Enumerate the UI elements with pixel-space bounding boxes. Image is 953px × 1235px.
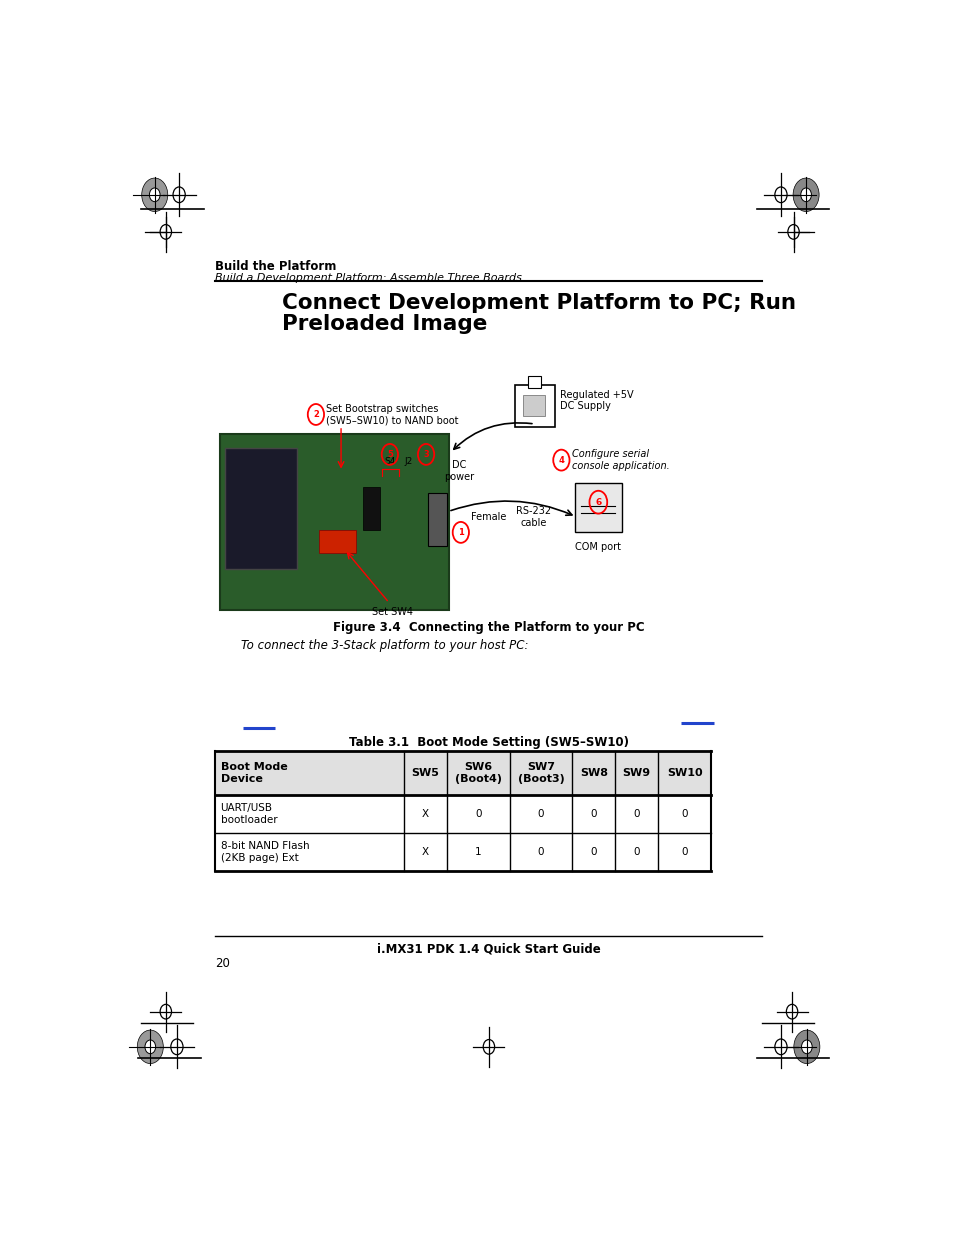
FancyBboxPatch shape — [215, 751, 711, 795]
Text: 5: 5 — [387, 450, 393, 459]
Text: 0: 0 — [537, 847, 544, 857]
Circle shape — [137, 1030, 163, 1063]
FancyBboxPatch shape — [528, 377, 541, 388]
Circle shape — [150, 188, 160, 201]
Circle shape — [142, 178, 168, 211]
Text: Set SW4: Set SW4 — [372, 606, 413, 616]
FancyBboxPatch shape — [225, 448, 296, 568]
Circle shape — [800, 188, 811, 201]
Text: SW9: SW9 — [622, 768, 650, 778]
Text: Table 3.1  Boot Mode Setting (SW5–SW10): Table 3.1 Boot Mode Setting (SW5–SW10) — [349, 736, 628, 748]
Text: To connect the 3-Stack platform to your host PC:: To connect the 3-Stack platform to your … — [241, 638, 528, 652]
Text: SW5: SW5 — [411, 768, 438, 778]
Text: i.MX31 PDK 1.4 Quick Start Guide: i.MX31 PDK 1.4 Quick Start Guide — [376, 942, 600, 955]
Circle shape — [801, 1040, 811, 1053]
Text: 0: 0 — [680, 809, 687, 819]
Text: Boot Mode
Device: Boot Mode Device — [220, 762, 287, 784]
Text: Figure 3.4  Connecting the Platform to your PC: Figure 3.4 Connecting the Platform to yo… — [333, 621, 644, 634]
Text: Female: Female — [471, 513, 506, 522]
Text: 0: 0 — [475, 809, 481, 819]
Text: 2: 2 — [313, 410, 318, 419]
Text: 6: 6 — [595, 498, 600, 506]
Text: 20: 20 — [215, 957, 230, 969]
FancyBboxPatch shape — [574, 483, 621, 532]
FancyBboxPatch shape — [219, 435, 449, 610]
Text: 8-bit NAND Flash
(2KB page) Ext: 8-bit NAND Flash (2KB page) Ext — [220, 841, 309, 863]
Text: SW6
(Boot4): SW6 (Boot4) — [455, 762, 501, 784]
Text: DC
power: DC power — [444, 461, 474, 482]
Text: 0: 0 — [633, 847, 639, 857]
FancyBboxPatch shape — [363, 487, 379, 530]
Text: 0: 0 — [680, 847, 687, 857]
Text: SW10: SW10 — [666, 768, 702, 778]
Circle shape — [792, 178, 819, 211]
Text: X: X — [421, 809, 429, 819]
Text: Configure serial
console application.: Configure serial console application. — [571, 450, 669, 471]
Text: J2: J2 — [404, 457, 413, 466]
Text: UART/USB
bootloader: UART/USB bootloader — [220, 803, 277, 825]
Circle shape — [793, 1030, 819, 1063]
Text: SW7
(Boot3): SW7 (Boot3) — [517, 762, 564, 784]
Text: Build the Platform: Build the Platform — [215, 261, 336, 273]
FancyBboxPatch shape — [318, 530, 355, 553]
FancyBboxPatch shape — [515, 385, 554, 427]
Text: Connect Development Platform to PC; Run: Connect Development Platform to PC; Run — [282, 293, 795, 312]
Text: Regulated +5V
DC Supply: Regulated +5V DC Supply — [559, 390, 633, 411]
Text: RS-232
cable: RS-232 cable — [516, 506, 550, 529]
FancyBboxPatch shape — [428, 494, 446, 546]
Text: S4: S4 — [384, 457, 395, 466]
Text: Set Bootstrap switches
(SW5–SW10) to NAND boot: Set Bootstrap switches (SW5–SW10) to NAN… — [326, 404, 458, 425]
Text: COM port: COM port — [575, 542, 620, 552]
Text: 1: 1 — [475, 847, 481, 857]
Text: 0: 0 — [590, 809, 597, 819]
Circle shape — [145, 1040, 155, 1053]
Text: 0: 0 — [633, 809, 639, 819]
Text: 3: 3 — [423, 450, 429, 459]
Text: SW8: SW8 — [579, 768, 607, 778]
Text: X: X — [421, 847, 429, 857]
Text: 4: 4 — [558, 456, 564, 464]
Text: 0: 0 — [537, 809, 544, 819]
Text: 0: 0 — [590, 847, 597, 857]
Text: 1: 1 — [457, 527, 463, 537]
Text: Build a Development Platform: Assemble Three Boards: Build a Development Platform: Assemble T… — [215, 273, 521, 283]
FancyBboxPatch shape — [522, 395, 544, 416]
Text: Preloaded Image: Preloaded Image — [282, 314, 487, 333]
